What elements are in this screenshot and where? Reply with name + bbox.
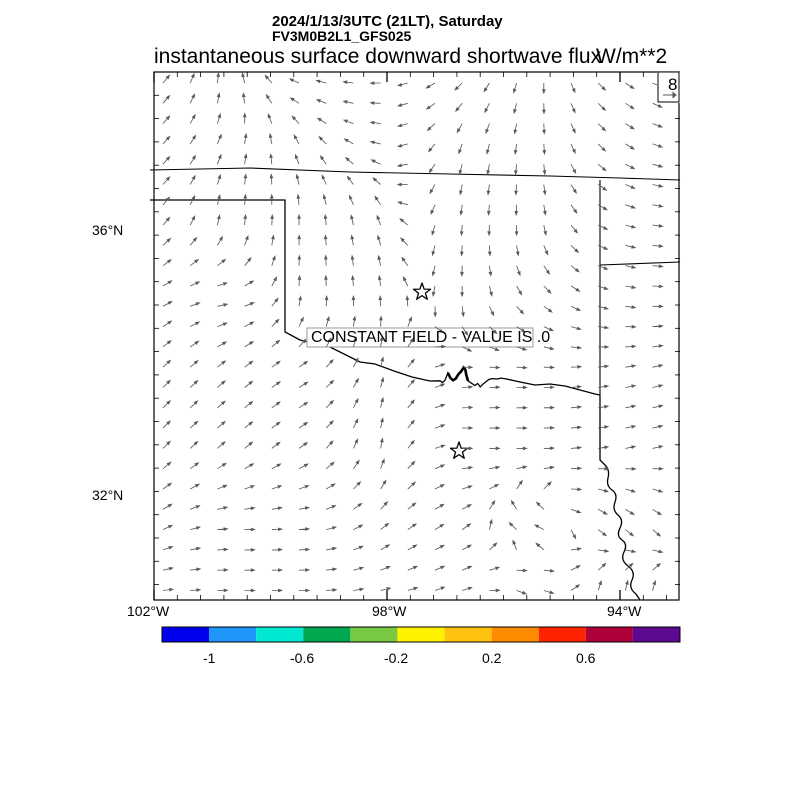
svg-text:8: 8 [668,75,677,94]
